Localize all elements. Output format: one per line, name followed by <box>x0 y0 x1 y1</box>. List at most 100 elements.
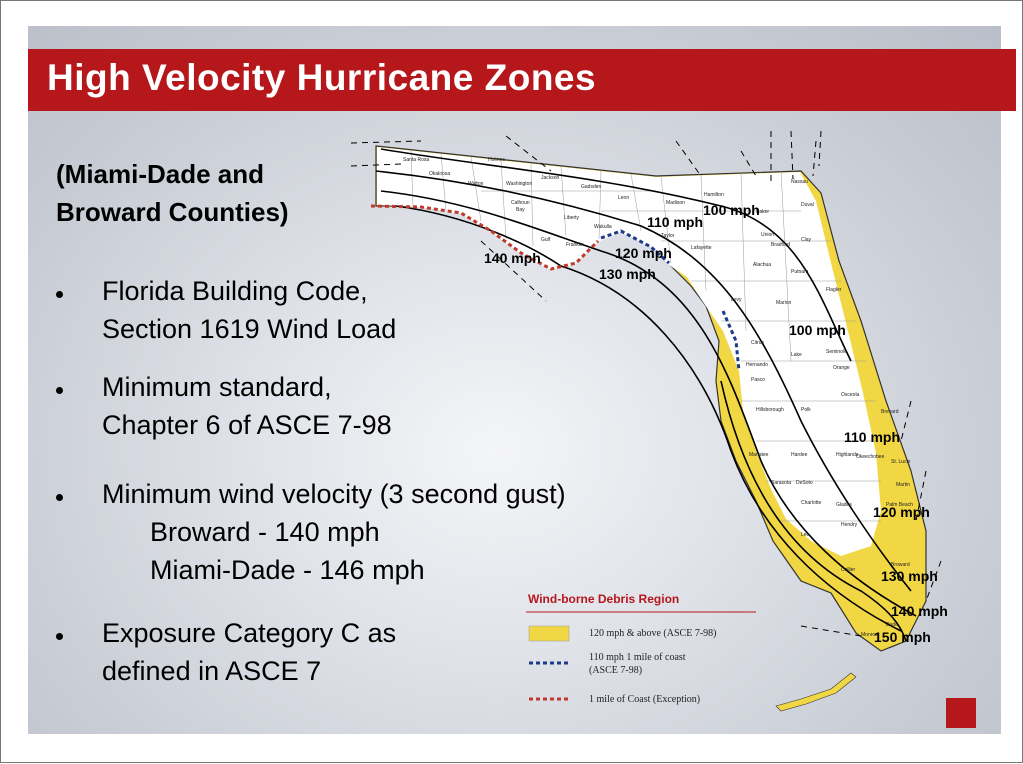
county-label: Washington <box>506 181 532 187</box>
county-label: Polk <box>801 407 811 413</box>
corner-square <box>946 698 976 728</box>
bullet-text: Florida Building Code, <box>102 276 368 306</box>
county-label: Charlotte <box>801 500 822 506</box>
legend-swatch <box>528 625 570 642</box>
county-label: Lafayette <box>691 245 712 251</box>
county-label: Jackson <box>541 175 560 181</box>
county-label: Santa Rosa <box>403 157 429 163</box>
wind-label: 130 mph <box>881 568 938 584</box>
county-label: Gulf <box>541 237 551 243</box>
wind-contours <box>375 148 917 642</box>
county-label: Sarasota <box>771 480 791 486</box>
county-label: Hernando <box>746 362 768 368</box>
county-label: Bradford <box>771 242 790 248</box>
legend-label: 1 mile of Coast (Exception) <box>589 694 700 705</box>
county-label: Flagler <box>826 287 842 293</box>
county-label: Duval <box>801 202 814 208</box>
county-label: Osceola <box>841 392 860 398</box>
county-label: Walton <box>468 181 484 187</box>
county-labels: Santa Rosa Okaloosa Walton Holmes Washington… <box>403 157 913 638</box>
county-label: Citrus <box>751 340 765 346</box>
county-label: Palm Beach <box>886 502 913 508</box>
legend-title: Wind-borne Debris Region <box>528 592 679 606</box>
county-label: Leon <box>618 195 629 201</box>
county-label: Broward <box>891 562 910 568</box>
coast-exception-line <box>370 204 600 271</box>
wind-label: 110 mph <box>844 429 900 445</box>
county-label: Okaloosa <box>429 171 450 177</box>
bullet-text: Chapter 6 of ASCE 7-98 <box>102 410 392 440</box>
keys <box>775 672 857 712</box>
county-label: Martin <box>896 482 910 488</box>
county-label: Okeechobee <box>856 454 885 460</box>
bullet-dot <box>56 633 63 640</box>
wind-label: 120 mph <box>615 245 672 261</box>
county-label: Franklin <box>566 242 584 248</box>
county-label: Baker <box>756 209 769 215</box>
county-label: Marion <box>776 300 792 306</box>
county-label: Liberty <box>564 215 580 221</box>
county-label: Putnam <box>791 269 808 275</box>
county-label: Levy <box>731 297 742 303</box>
bullet-text: Exposure Category C as <box>102 618 397 648</box>
county-label: Gadsden <box>581 184 602 190</box>
wind-label: 150 mph <box>874 629 931 645</box>
wind-label: 120 mph <box>873 504 930 520</box>
county-label: Hendry <box>841 522 858 528</box>
county-label: Wakulla <box>594 224 612 230</box>
county-label: Bay <box>516 207 525 213</box>
county-label: Collier <box>841 567 856 573</box>
county-label: St. Lucie <box>891 459 911 465</box>
legend-label: (ASCE 7-98) <box>589 665 642 676</box>
county-label: Clay <box>801 237 812 243</box>
map-shapes <box>350 130 942 712</box>
legend-label: 120 mph & above (ASCE 7-98) <box>589 628 717 639</box>
legend-label: 110 mph 1 mile of coast <box>589 652 686 663</box>
county-label: Orange <box>833 365 850 371</box>
county-label: Pasco <box>751 377 765 383</box>
wind-label: 110 mph <box>647 214 703 230</box>
bullet-text: Section 1619 Wind Load <box>102 314 397 344</box>
bullet-subtext: Broward - 140 mph <box>150 517 380 547</box>
subtitle-line: (Miami-Dade and <box>56 159 265 189</box>
county-label: Hamilton <box>704 192 724 198</box>
county-label: Hillsborough <box>756 407 784 413</box>
wind-label: 130 mph <box>599 266 656 282</box>
county-label: Seminole <box>826 349 847 355</box>
wind-label: 100 mph <box>789 322 846 338</box>
legend: Wind-borne Debris Region 120 mph & above… <box>526 592 756 705</box>
bullet-subtext: Miami-Dade - 146 mph <box>150 555 425 585</box>
bullet-dot <box>56 494 63 501</box>
dashed-guides <box>350 130 942 637</box>
county-label: Calhoun <box>511 200 530 206</box>
county-label: Lee <box>801 532 810 538</box>
county-label: Lake <box>791 352 802 358</box>
county-label: Alachua <box>753 262 771 268</box>
title-bar <box>28 49 1016 111</box>
county-lines <box>410 150 881 522</box>
county-label: Nassau <box>791 179 808 185</box>
county-label: DeSoto <box>796 480 813 486</box>
county-label: Union <box>761 232 774 238</box>
county-label: Hardee <box>791 452 808 458</box>
wind-label: 140 mph <box>891 603 948 619</box>
county-label: Taylor <box>661 233 675 239</box>
wind-label: 140 mph <box>484 250 541 266</box>
county-label: Madison <box>666 200 685 206</box>
bullet-text: Minimum standard, <box>102 372 332 402</box>
county-label: Holmes <box>488 157 505 163</box>
county-label: Manatee <box>749 452 769 458</box>
county-label: Monroe <box>861 632 878 638</box>
coast-110-line <box>600 229 741 372</box>
bullet-text: Minimum wind velocity (3 second gust) <box>102 479 566 509</box>
county-label: Glades <box>836 502 852 508</box>
bullet-dot <box>56 291 63 298</box>
bullet-dot <box>56 387 63 394</box>
county-label: Highlands <box>836 452 859 458</box>
slide-title: High Velocity Hurricane Zones <box>47 57 597 98</box>
county-label: Dade <box>886 622 898 628</box>
subtitle-line: Broward Counties) <box>56 197 289 227</box>
